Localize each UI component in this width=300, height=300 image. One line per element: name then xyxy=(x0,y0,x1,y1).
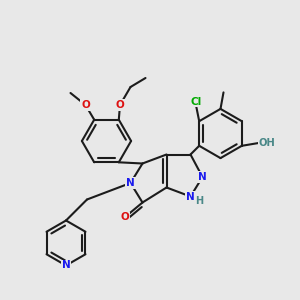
Text: N: N xyxy=(186,191,195,202)
Text: O: O xyxy=(81,100,90,110)
Text: O: O xyxy=(120,212,129,223)
Text: OH: OH xyxy=(259,138,276,148)
Text: N: N xyxy=(198,172,207,182)
Text: O: O xyxy=(116,100,124,110)
Text: Cl: Cl xyxy=(190,97,202,107)
Text: N: N xyxy=(61,260,70,271)
Text: H: H xyxy=(195,196,203,206)
Text: N: N xyxy=(126,178,135,188)
